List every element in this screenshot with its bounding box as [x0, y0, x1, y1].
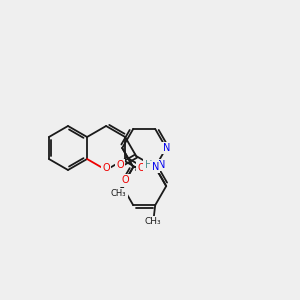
Text: CH₃: CH₃ — [111, 189, 126, 198]
Text: N: N — [152, 162, 159, 172]
Text: O: O — [122, 176, 129, 185]
Text: N: N — [158, 160, 166, 170]
Text: O: O — [102, 163, 110, 173]
Text: H: H — [145, 160, 152, 170]
Text: O: O — [116, 160, 124, 170]
Text: N: N — [163, 143, 170, 153]
Text: O: O — [137, 163, 145, 173]
Text: CH₃: CH₃ — [145, 217, 161, 226]
